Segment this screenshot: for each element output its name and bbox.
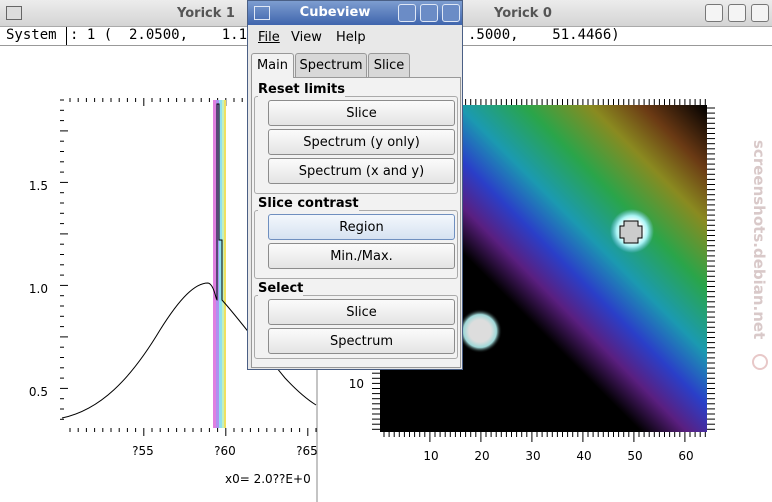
window-icon (254, 6, 270, 20)
close-button[interactable] (442, 4, 460, 22)
spectrum-curve (61, 103, 317, 419)
button[interactable]: Spectrum (y only) (268, 129, 455, 155)
cubeview-window: Cubeview File View Help Main Spectrum Sl… (247, 0, 463, 370)
status-bar: System : 1 ( 2.0500, 1.1 (0, 27, 317, 46)
tab[interactable]: Spectrum (295, 53, 367, 77)
caption: x0= 2.0??E+0 (225, 472, 311, 486)
button[interactable]: Spectrum (x and y) (268, 158, 455, 184)
title-bar: Cubeview (248, 1, 462, 25)
button[interactable]: Slice (268, 100, 455, 126)
menu-item[interactable]: Help (336, 30, 366, 45)
button[interactable]: Min./Max. (268, 243, 455, 269)
x-tick-label: 30 (525, 449, 540, 463)
x-tick-label: ?55 (132, 444, 154, 458)
status-value: .5000, 51.4466) (468, 27, 620, 43)
minimize-button[interactable] (398, 4, 416, 22)
window-title: Yorick 0 (494, 6, 552, 21)
close-button[interactable] (751, 4, 769, 22)
watermark: screenshots.debian.net (750, 140, 768, 339)
group-label: Slice contrast (258, 196, 359, 211)
status-value: : 1 ( 2.0500, 1.1 (70, 27, 248, 43)
group-frame (254, 295, 458, 359)
x-tick-label: 20 (474, 449, 489, 463)
marker (619, 220, 643, 244)
group-frame (254, 96, 458, 194)
y-tick-label: 1.5 (29, 179, 48, 193)
separator (66, 27, 67, 45)
y-tick-label: 10 (349, 377, 364, 391)
button[interactable]: Region (268, 214, 455, 240)
y-tick-label: 0.5 (29, 385, 48, 399)
window-title: Cubeview (299, 5, 371, 20)
minimize-button[interactable] (705, 4, 723, 22)
button[interactable]: Spectrum (268, 328, 455, 354)
bright-spot (458, 309, 502, 353)
tab[interactable]: Main (251, 53, 294, 78)
window-icon (6, 6, 22, 20)
x-tick-label: ?60 (214, 444, 236, 458)
menu-item[interactable]: File (258, 30, 280, 45)
status-label: System (6, 27, 57, 43)
tab[interactable]: Slice (368, 53, 410, 77)
group-label: Reset limits (258, 82, 345, 97)
window-title: Yorick 1 (177, 6, 235, 21)
x-tick-label: 60 (678, 449, 693, 463)
x-tick-label: 10 (423, 449, 438, 463)
maximize-button[interactable] (420, 4, 438, 22)
watermark-icon (752, 354, 768, 370)
button[interactable]: Slice (268, 299, 455, 325)
x-tick-label: 50 (627, 449, 642, 463)
menu-item[interactable]: View (291, 30, 322, 45)
x-tick-label: 40 (576, 449, 591, 463)
x-tick-label: ?65 (296, 444, 318, 458)
maximize-button[interactable] (728, 4, 746, 22)
group-label: Select (258, 281, 304, 296)
y-tick-label: 1.0 (29, 282, 48, 296)
